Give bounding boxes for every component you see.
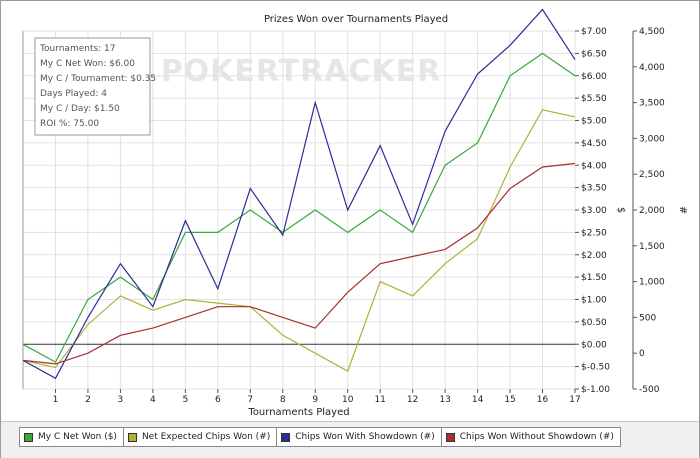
- x-tick-label: 5: [182, 395, 188, 405]
- x-tick-label: 9: [312, 395, 318, 405]
- left-y-tick-label: $4.50: [581, 139, 607, 149]
- x-tick-label: 10: [342, 395, 354, 405]
- right-y-tick-label: 1,500: [639, 242, 665, 252]
- right-y-tick-label: 3,000: [639, 134, 665, 144]
- x-axis: 1 2 3 4 5 6 7 8 9 10 11 12 13 14 15 16 17: [53, 389, 581, 405]
- x-tick-label: 7: [247, 395, 253, 405]
- left-y-tick-label: $4.00: [581, 161, 607, 171]
- x-tick-label: 1: [53, 395, 59, 405]
- left-y-tick-label: $6.00: [581, 72, 607, 82]
- right-y-tick-label: 2,000: [639, 206, 665, 216]
- legend-item-expected-chips[interactable]: Net Expected Chips Won (#): [124, 428, 278, 446]
- legend-bar: My C Net Won ($) Net Expected Chips Won …: [1, 421, 699, 458]
- chart-legend: My C Net Won ($) Net Expected Chips Won …: [19, 427, 621, 447]
- legend-swatch: [127, 432, 137, 442]
- left-y-tick-label: $0.50: [581, 318, 607, 328]
- left-y-tick-label: $3.50: [581, 184, 607, 194]
- legend-swatch: [445, 432, 455, 442]
- right-y-tick-label: 500: [639, 313, 656, 323]
- stat-net-won: My C Net Won: $6.00: [40, 59, 135, 69]
- stats-box: Tournaments: 17 My C Net Won: $6.00 My C…: [34, 37, 156, 136]
- x-tick-label: 6: [215, 395, 221, 405]
- legend-label: My C Net Won ($): [38, 432, 117, 442]
- left-y-tick-label: $1.50: [581, 273, 607, 283]
- series-chips-showdown: [22, 8, 576, 380]
- left-y-tick-label: $5.50: [581, 94, 607, 104]
- left-y-tick-label: $5.00: [581, 117, 607, 127]
- left-y-tick-label: $0.00: [581, 340, 607, 350]
- left-y-tick-label: $1.00: [581, 296, 607, 306]
- chart-svg: Prizes Won over Tournaments Played POKER…: [22, 8, 688, 418]
- legend-item-chips-no-showdown[interactable]: Chips Won Without Showdown (#): [442, 428, 620, 446]
- chart-title: Prizes Won over Tournaments Played: [264, 14, 448, 25]
- series-net-won: [22, 52, 576, 363]
- left-y-tick-label: $2.50: [581, 228, 607, 238]
- x-tick-label: 14: [472, 395, 484, 405]
- x-tick-label: 15: [504, 395, 515, 405]
- right-y-tick-label: 4,000: [639, 63, 665, 73]
- legend-item-chips-showdown[interactable]: Chips Won With Showdown (#): [277, 428, 442, 446]
- right-y-tick-label: 1,000: [639, 278, 665, 288]
- series-expected-chips: [22, 109, 576, 372]
- x-tick-label: 4: [150, 395, 156, 405]
- x-tick-label: 3: [118, 395, 124, 405]
- x-tick-label: 17: [569, 395, 580, 405]
- x-tick-label: 13: [439, 395, 450, 405]
- x-tick-label: 8: [280, 395, 286, 405]
- right-y-axis-label: #: [677, 206, 688, 214]
- legend-label: Net Expected Chips Won (#): [141, 432, 271, 442]
- right-y-tick-label: 0: [639, 349, 645, 359]
- legend-label: Chips Won With Showdown (#): [295, 432, 435, 442]
- right-y-tick-label: 3,500: [639, 99, 665, 109]
- x-tick-label: 2: [85, 395, 91, 405]
- x-tick-label: 11: [374, 395, 385, 405]
- x-tick-label: 16: [537, 395, 549, 405]
- stat-roi: ROI %: 75.00: [40, 119, 99, 129]
- left-y-tick-label: $-0.50: [581, 363, 610, 373]
- right-y-axis: 4,500 4,000 3,500 3,000 2,500 2,000 1,500 1,000…: [632, 27, 665, 395]
- left-y-axis-label: $: [615, 207, 626, 213]
- series-layer: [22, 8, 576, 380]
- left-y-tick-label: $3.00: [581, 206, 607, 216]
- left-y-tick-label: $-1.00: [581, 385, 610, 395]
- legend-swatch: [24, 432, 33, 442]
- x-tick-label: 12: [407, 395, 418, 405]
- x-axis-label: Tournaments Played: [247, 407, 349, 418]
- legend-swatch: [281, 432, 291, 442]
- right-y-tick-label: 2,500: [639, 170, 665, 180]
- stat-per-day: My C / Day: $1.50: [40, 104, 120, 114]
- legend-label: Chips Won Without Showdown (#): [459, 432, 614, 442]
- left-y-tick-label: $6.50: [581, 49, 607, 59]
- left-y-axis: $7.00 $6.50 $6.00 $5.50 $5.00 $4.50 $4.00 $3.50…: [575, 27, 610, 395]
- series-chips-no-showdown: [22, 162, 576, 365]
- legend-item-net-won[interactable]: My C Net Won ($): [20, 428, 124, 446]
- left-y-tick-label: $7.00: [581, 27, 607, 37]
- right-y-tick-label: -500: [639, 385, 660, 395]
- stat-per-tournament: My C / Tournament: $0.35: [40, 74, 156, 84]
- stat-days-played: Days Played: 4: [40, 89, 107, 99]
- stat-tournaments: Tournaments: 17: [39, 44, 116, 54]
- watermark: POKERTRACKER: [161, 54, 442, 89]
- left-y-tick-label: $2.00: [581, 251, 607, 261]
- right-y-tick-label: 4,500: [639, 27, 665, 37]
